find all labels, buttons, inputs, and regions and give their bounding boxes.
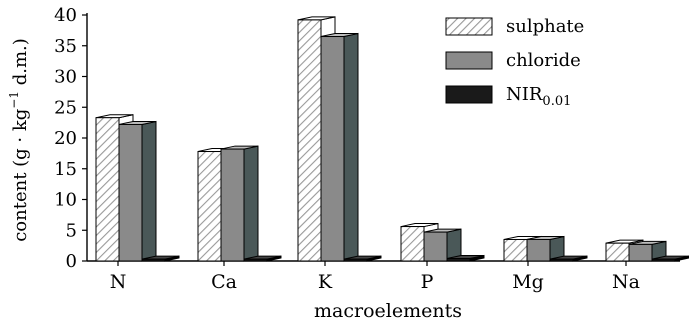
y-tick-label: 5 [66,220,77,241]
bar-Ca-nir [243,255,282,262]
legend-swatch-nir [445,85,493,104]
y-tick-label: 40 [54,5,77,26]
y-tick-labels: 0 5 10 15 20 25 30 35 40 [54,5,77,272]
bar-N-nir [141,255,180,262]
y-axis-label-main: content (g · kg [10,109,31,242]
x-tick-label-N: N [110,271,127,293]
x-axis-label: macroelements [314,300,462,322]
bar-K-chloride [320,32,359,262]
y-axis-label-rest: d.m.) [10,38,31,91]
legend: sulphate chloride NIR0.01 [445,16,584,109]
bars [95,16,689,262]
y-axis-label-sup: −1 [7,91,21,109]
legend-label-nir-main: NIR [506,84,543,105]
legend-label-chloride: chloride [506,50,581,71]
bar-P-nir [446,254,485,262]
bar-P-chloride [423,228,462,262]
x-tick-label-Mg: Mg [512,271,544,293]
bar-K-nir [343,255,382,262]
y-tick-label: 35 [54,36,77,57]
x-tick-label-K: K [318,271,333,293]
legend-label-nir-subscript: 0.01 [542,94,571,109]
y-tick-label: 0 [66,251,77,272]
legend-swatch-sulphate [445,17,493,36]
y-tick-label: 20 [54,128,77,149]
legend-swatch-chloride [445,51,493,70]
y-axis-label: content (g · kg−1 d.m.) [7,38,31,242]
bar-Ca-chloride [220,145,259,262]
x-tick-label-Ca: Ca [211,271,237,293]
axes [82,13,680,266]
y-tick-label: 10 [54,190,77,211]
bar-Mg-nir [549,255,588,262]
x-tick-label-Na: Na [612,271,640,293]
y-tick-label: 30 [54,67,77,88]
y-tick-label: 15 [54,159,77,180]
bar-Mg-chloride [526,235,565,262]
x-tick-labels: N Ca K P Mg Na [110,271,640,293]
legend-label-sulphate: sulphate [506,16,584,37]
bar-Na-nir [651,255,689,262]
bar-N-chloride [118,120,157,262]
x-tick-label-P: P [421,271,434,293]
legend-label-nir: NIR0.01 [506,84,571,109]
y-tick-label: 25 [54,97,77,118]
